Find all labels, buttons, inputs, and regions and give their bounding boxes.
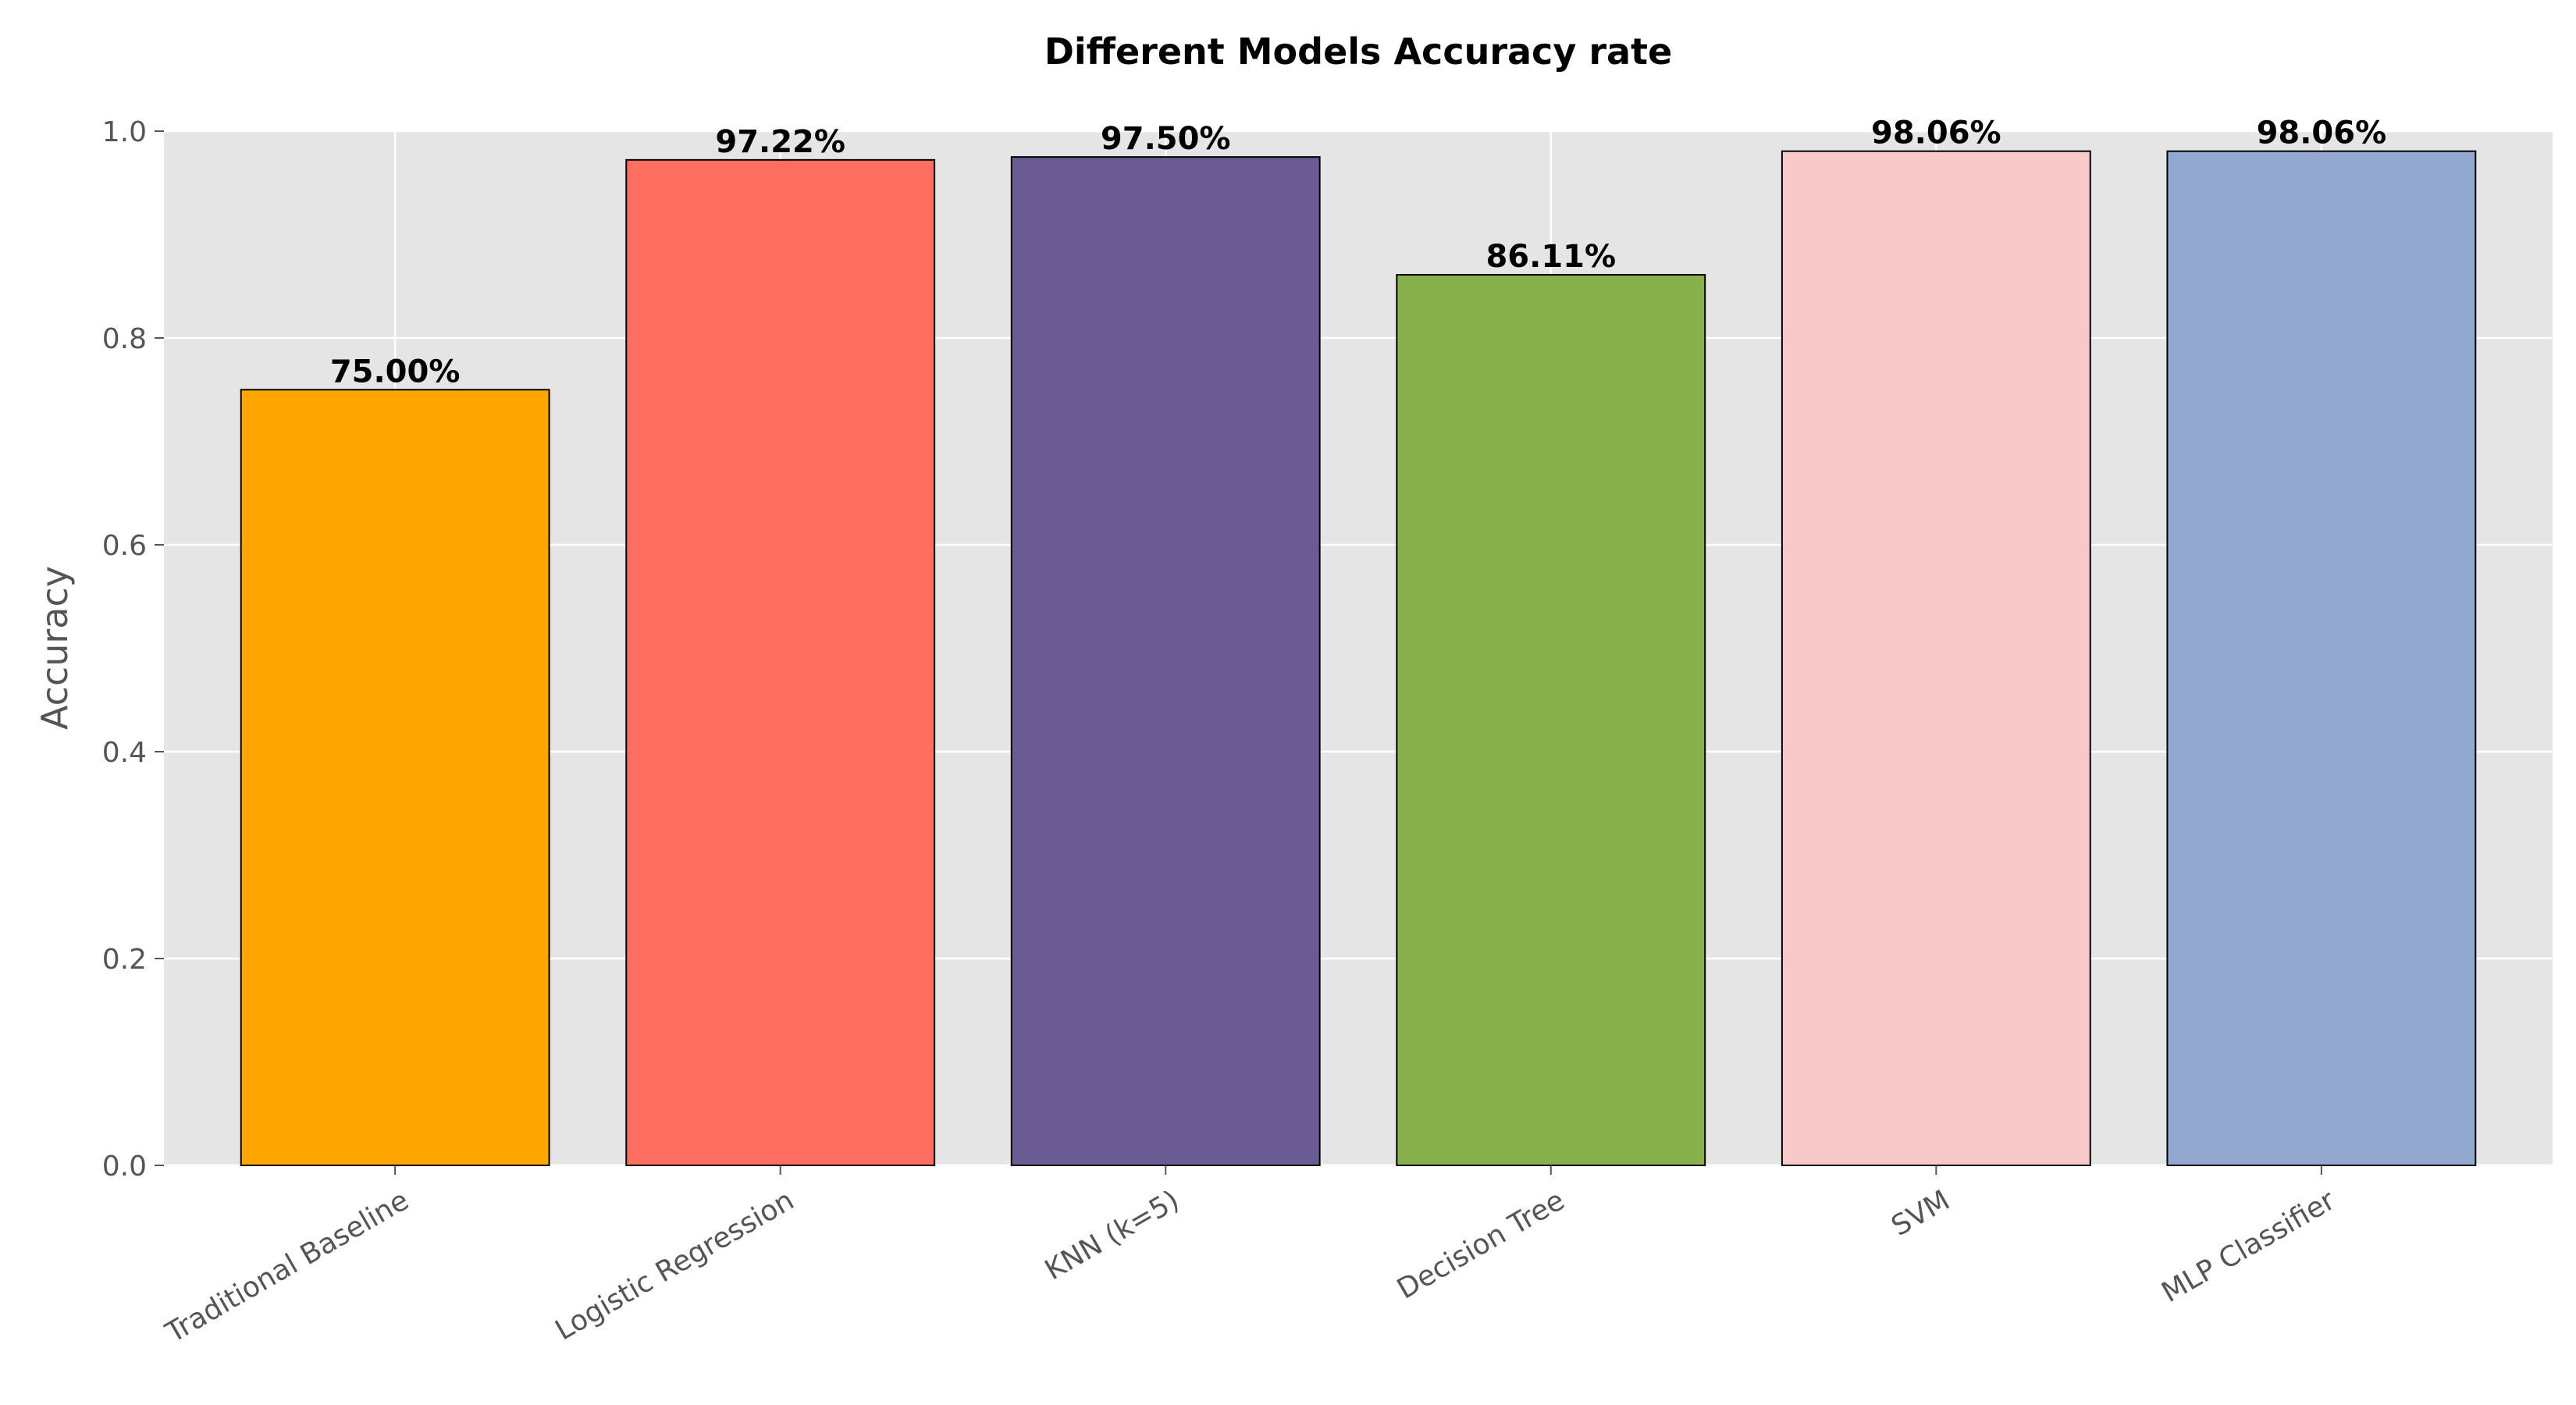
plot-background: [164, 131, 2553, 1165]
bar: [2166, 150, 2477, 1167]
bar: [1010, 156, 1321, 1166]
data-labels: 75.00% 97.22% 97.50% 86.11% 98.06% 98.06%: [330, 116, 2386, 390]
x-tick-label: MLP Classifier: [2157, 1184, 2341, 1309]
chart-title: Different Models Accuracy rate: [1044, 30, 1673, 73]
data-label: 97.50%: [1101, 121, 1231, 157]
y-tick-label: 0.8: [102, 323, 147, 355]
bar: [240, 389, 550, 1166]
bars: [240, 150, 2477, 1167]
y-tick-label: 1.0: [102, 116, 147, 148]
x-tick-label: Logistic Regression: [550, 1184, 800, 1346]
x-tick-label: KNN (k=5): [1040, 1184, 1185, 1286]
y-tick-label: 0.0: [102, 1151, 147, 1183]
x-tick-label: SVM: [1886, 1184, 1955, 1243]
data-label: 75.00%: [330, 354, 461, 389]
bar: [625, 158, 936, 1167]
x-tick-label: Traditional Baseline: [160, 1184, 415, 1350]
data-label: 86.11%: [1485, 239, 1616, 275]
data-label: 98.06%: [1871, 116, 2001, 151]
x-axis-ticks: Traditional Baseline Logistic Regression K…: [160, 1165, 2341, 1350]
data-label: 97.22%: [715, 124, 845, 160]
y-axis-label: Accuracy: [34, 566, 76, 730]
y-tick-label: 0.6: [102, 530, 147, 562]
x-tick-label: Decision Tree: [1392, 1184, 1570, 1305]
data-label: 98.06%: [2257, 116, 2387, 151]
y-tick-label: 0.4: [102, 737, 147, 769]
y-tick-label: 0.2: [102, 944, 147, 976]
bar: [1781, 150, 2091, 1167]
y-axis-ticks: 0.0 0.2 0.4 0.6 0.8 1.0: [102, 116, 164, 1183]
bar: [1396, 274, 1706, 1167]
